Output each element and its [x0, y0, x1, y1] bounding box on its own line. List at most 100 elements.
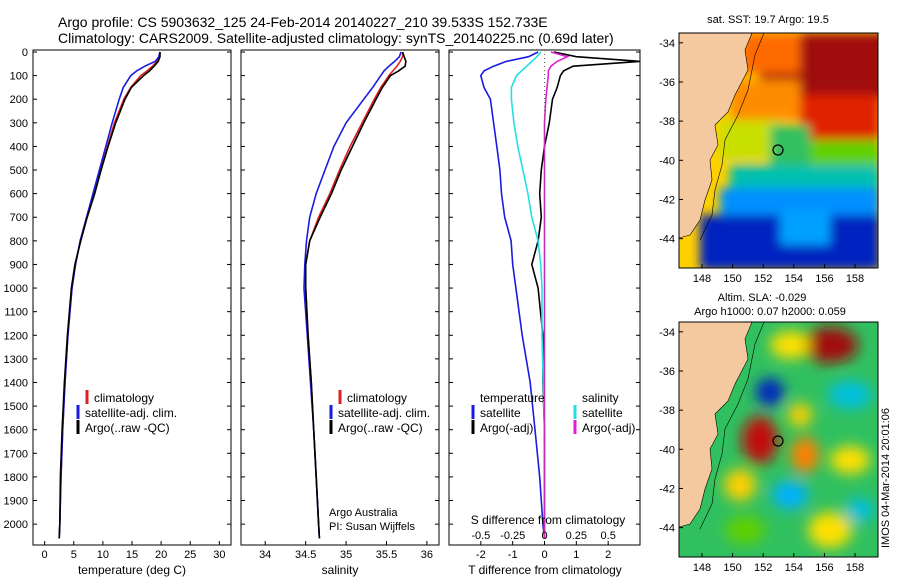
- depth-tick-label: 300: [10, 118, 28, 130]
- map-lon-label: 156: [815, 562, 833, 574]
- map-lat-label: -42: [659, 484, 675, 496]
- x-tick-label: 25: [184, 549, 196, 561]
- sst-map-axes: 148 150 152 154 156 158 -34 -36 -38 -40 -42 -44: [659, 38, 864, 285]
- x-tick-label: 0: [42, 549, 48, 561]
- legend-label-clim: climatology: [94, 391, 154, 405]
- salinity-series-group: [303, 51, 407, 539]
- x-tick-label: 34.5: [295, 549, 316, 561]
- depth-tick-label: 1200: [4, 330, 28, 342]
- salinity-panel: [240, 49, 440, 546]
- map-lon-label: 154: [785, 273, 803, 285]
- depth-tick-label: 1800: [4, 472, 28, 484]
- x-tick-label: 30: [213, 549, 225, 561]
- depth-tick-label: 400: [10, 141, 28, 153]
- argo-australia-label: Argo Australia: [329, 507, 398, 519]
- series-line-argo: [58, 52, 161, 539]
- legend-label-argo: Argo(..raw -QC): [85, 421, 170, 435]
- argo-position-marker: [772, 144, 784, 156]
- sst-map: [679, 33, 878, 268]
- argo-position-marker: [772, 435, 784, 447]
- legend-label-sat: satellite-adj. clim.: [338, 406, 430, 420]
- x-tick-label: 0: [541, 549, 547, 561]
- x-top-tick-label: -0.25: [500, 530, 525, 542]
- salinity-xlabel: salinity: [322, 563, 359, 577]
- map-lat-label: -38: [659, 116, 675, 128]
- map-lon-label: 154: [785, 562, 803, 574]
- x-tick-label: 10: [97, 549, 109, 561]
- x-top-tick-label: 0: [541, 530, 547, 542]
- x-tick-label: 1: [573, 549, 579, 561]
- x-tick-label: 36: [421, 549, 433, 561]
- map-lat-label: -36: [659, 366, 675, 378]
- isobath: [699, 33, 765, 241]
- map-lat-label: -36: [659, 77, 675, 89]
- map-lon-label: 158: [846, 562, 864, 574]
- depth-tick-label: 100: [10, 71, 28, 83]
- depth-tick-label: 700: [10, 212, 28, 224]
- temperature-legend: climatology satellite-adj. clim. Argo(..…: [76, 390, 177, 435]
- depth-tick-label: 600: [10, 189, 28, 201]
- x-axes: 0 5 10 15 20 25 30 34 34.5 35 35.5 36 -2 -1 0 1 2 -0.5 -0.…: [42, 530, 616, 561]
- difference-series-group: [479, 51, 641, 539]
- legend-label-sal-argo: Argo(-adj): [582, 421, 635, 435]
- legend-label-clim: climatology: [347, 391, 407, 405]
- depth-tick-label: 1900: [4, 496, 28, 508]
- depth-tick-label: 1600: [4, 425, 28, 437]
- depth-tick-label: 1500: [4, 401, 28, 413]
- legend-heading-salinity: salinity: [582, 391, 619, 405]
- x-tick-label: 20: [155, 549, 167, 561]
- altimetry-map-axes: 148 150 152 154 156 158 -34 -36 -38 -40 -42 -44: [659, 327, 864, 574]
- map-lon-label: 158: [846, 273, 864, 285]
- legend-label-sal-sat: satellite: [582, 406, 623, 420]
- series-line-argo: [304, 51, 407, 539]
- depth-tick-label: 1000: [4, 283, 28, 295]
- map-lat-label: -38: [659, 405, 675, 417]
- map-lat-label: -40: [659, 155, 675, 167]
- map-lon-label: 150: [723, 562, 741, 574]
- legend-heading-temperature: temperature: [480, 391, 545, 405]
- imos-credit: IMOS 04-Mar-2014 20:01:06: [880, 408, 892, 548]
- x-tick-label: 35: [340, 549, 352, 561]
- pi-label: PI: Susan Wijffels: [329, 521, 415, 533]
- x-top-tick-label: 0.5: [601, 530, 616, 542]
- depth-tick-label: 500: [10, 165, 28, 177]
- depth-axis: 0 100 200 300 400 500 600 700 800 900 1000 1100 1200…: [4, 47, 640, 531]
- map-lat-label: -42: [659, 195, 675, 207]
- legend-label-argo: Argo(..raw -QC): [338, 421, 423, 435]
- isobath: [699, 322, 765, 530]
- legend-label-temp-sat: satellite: [480, 406, 521, 420]
- temperature-panel: [32, 49, 232, 546]
- sla-map-title-1: Altim. SLA: -0.029: [718, 292, 807, 304]
- land-mass: [679, 33, 753, 239]
- series-line-temperature-satellite: [479, 51, 546, 539]
- land-mass: [679, 322, 753, 528]
- map-lat-label: -34: [659, 327, 675, 339]
- difference-top-xlabel: S difference from climatology: [471, 513, 626, 527]
- map-lat-label: -44: [659, 523, 675, 535]
- map-lon-label: 148: [693, 562, 711, 574]
- temperature-xlabel: temperature (deg C): [78, 563, 186, 577]
- x-tick-label: 5: [71, 549, 77, 561]
- header-line-1: Argo profile: CS 5903632_125 24-Feb-2014…: [58, 14, 548, 30]
- x-top-tick-label: -0.5: [471, 530, 490, 542]
- depth-tick-label: 1700: [4, 448, 28, 460]
- map-lat-label: -40: [659, 444, 675, 456]
- map-lon-label: 156: [815, 273, 833, 285]
- depth-tick-label: 900: [10, 260, 28, 272]
- legend-label-temp-argo: Argo(-adj): [480, 421, 533, 435]
- temperature-series-group: [58, 51, 161, 539]
- map-lon-label: 148: [693, 273, 711, 285]
- x-tick-label: 15: [126, 549, 138, 561]
- x-tick-label: 34: [259, 549, 271, 561]
- depth-tick-label: 200: [10, 94, 28, 106]
- x-tick-label: 35.5: [376, 549, 397, 561]
- sst-map-title: sat. SST: 19.7 Argo: 19.5: [707, 14, 829, 26]
- difference-xlabel: T difference from climatology: [468, 563, 622, 577]
- legend-label-sat: satellite-adj. clim.: [85, 406, 177, 420]
- header-line-2: Climatology: CARS2009. Satellite-adjuste…: [58, 30, 614, 46]
- x-tick-label: 2: [605, 549, 611, 561]
- altimetry-map: [679, 322, 878, 557]
- map-lon-label: 152: [754, 273, 772, 285]
- depth-tick-label: 800: [10, 236, 28, 248]
